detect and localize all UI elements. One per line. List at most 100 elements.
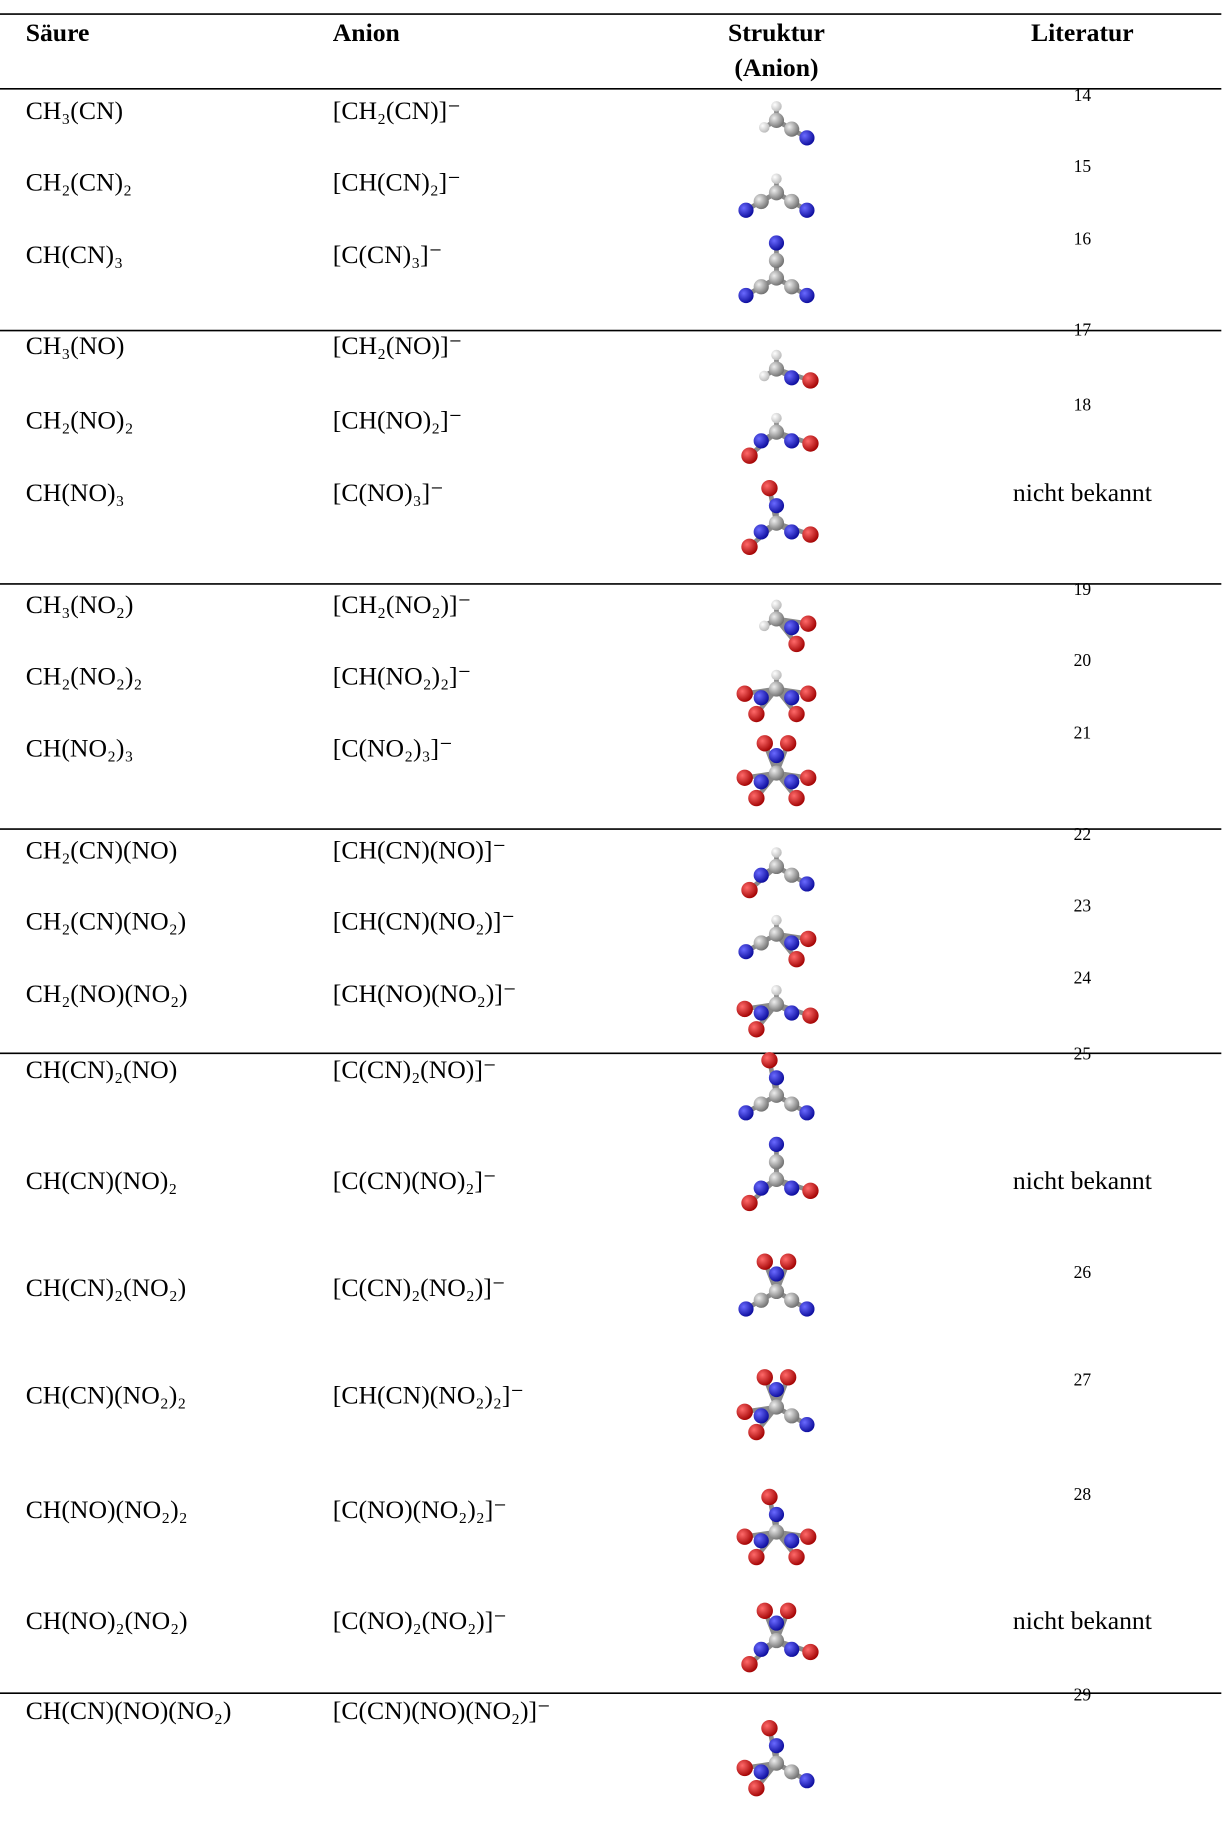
- atom: [769, 765, 784, 780]
- anion: [C(CN)₃]⁻: [333, 240, 442, 269]
- atom: [769, 498, 784, 513]
- atom: [769, 185, 784, 200]
- atom: [769, 270, 784, 285]
- anion: [C(CN)(NO)₂]⁻: [333, 1166, 497, 1195]
- atom: [769, 1633, 784, 1648]
- atom: [784, 868, 799, 883]
- atom: [780, 1254, 796, 1270]
- atom: [802, 1007, 818, 1023]
- molecule: [741, 480, 818, 555]
- acid: CH(CN)₃: [26, 240, 123, 269]
- atom: [769, 516, 784, 531]
- atom: [771, 600, 782, 611]
- atom: [769, 1738, 784, 1753]
- acid: CH₂(NO)₂: [26, 406, 134, 435]
- atom: [741, 448, 757, 464]
- atom: [754, 1181, 769, 1196]
- table: Säure Anion Struktur (Anion) Literatur C…: [0, 0, 1226, 1838]
- atom: [769, 927, 784, 942]
- atom: [769, 1507, 784, 1522]
- reference: 25: [1074, 1044, 1092, 1064]
- atom: [759, 122, 770, 133]
- molecule: [737, 670, 817, 722]
- atom: [737, 686, 753, 702]
- acid: CH(CN)(NO₂)₂: [26, 1381, 187, 1410]
- atom: [754, 1005, 769, 1020]
- atom: [799, 876, 814, 891]
- anion: [CH(NO)(NO₂)]⁻: [333, 979, 517, 1008]
- atom: [799, 203, 814, 218]
- atom: [737, 1760, 753, 1776]
- reference: 18: [1074, 394, 1092, 414]
- molecule: [759, 101, 815, 145]
- reference: 19: [1074, 579, 1092, 599]
- reference: nicht bekannt: [1013, 1166, 1152, 1195]
- atom: [754, 774, 769, 789]
- anion: [CH(NO)₂]⁻: [333, 406, 462, 435]
- anion: [C(CN)₂(NO₂)]⁻: [333, 1273, 506, 1302]
- atom: [754, 1293, 769, 1308]
- acid: CH(CN)(NO)(NO₂): [26, 1696, 232, 1725]
- acid: CH(NO₂)₃: [26, 734, 134, 763]
- anion: [C(CN)₂(NO)]⁻: [333, 1055, 497, 1084]
- molecule: [738, 915, 816, 967]
- anion: [C(NO)₃]⁻: [333, 478, 444, 507]
- atom: [748, 790, 764, 806]
- reference: 28: [1074, 1484, 1092, 1504]
- atom: [748, 1021, 764, 1037]
- reference: 27: [1074, 1369, 1092, 1389]
- acid: CH(NO)₃: [26, 478, 125, 507]
- atom: [784, 1096, 799, 1111]
- molecule: [738, 1254, 814, 1317]
- molecule: [741, 1603, 818, 1673]
- atom: [757, 1603, 773, 1619]
- anion: [CH₂(CN)]⁻: [333, 96, 461, 125]
- reference: 15: [1074, 156, 1092, 176]
- atom: [769, 1284, 784, 1299]
- atom: [771, 670, 782, 681]
- reference: nicht bekannt: [1013, 1606, 1152, 1635]
- acid: CH(CN)₂(NO): [26, 1055, 178, 1084]
- anion: [CH₂(NO)]⁻: [333, 331, 462, 360]
- header-struktur: Struktur: [728, 18, 825, 47]
- atom: [799, 1773, 814, 1788]
- acid: CH(NO)₂(NO₂): [26, 1606, 188, 1635]
- molecule: [741, 413, 818, 464]
- atom: [754, 1533, 769, 1548]
- atom: [769, 425, 784, 440]
- atom: [802, 1183, 818, 1199]
- molecule: [741, 847, 814, 898]
- anion: [C(CN)(NO)(NO₂)]⁻: [333, 1696, 551, 1725]
- atom: [769, 859, 784, 874]
- molecule: [741, 1137, 818, 1211]
- atom: [769, 997, 784, 1012]
- anion: [C(NO₂)₃]⁻: [333, 734, 453, 763]
- atom: [761, 1052, 777, 1068]
- acid: CH₂(NO₂)₂: [26, 661, 143, 690]
- molecule: [737, 1369, 815, 1440]
- atom: [769, 1399, 784, 1414]
- atom: [784, 690, 799, 705]
- acid: CH₂(CN)(NO₂): [26, 907, 187, 936]
- atom: [771, 173, 782, 184]
- atom: [784, 122, 799, 137]
- atom: [800, 931, 816, 947]
- atom: [799, 1417, 814, 1432]
- atom: [769, 1172, 784, 1187]
- atom: [769, 1615, 784, 1630]
- reference: 17: [1074, 320, 1092, 340]
- anion: [C(NO)₂(NO₂)]⁻: [333, 1606, 507, 1635]
- atom: [788, 636, 804, 652]
- atom: [771, 413, 782, 424]
- atom: [780, 1369, 796, 1385]
- atom: [741, 539, 757, 555]
- atom: [784, 1181, 799, 1196]
- atom: [757, 1254, 773, 1270]
- header-anion: Anion: [333, 18, 400, 47]
- atom: [771, 915, 782, 926]
- atom: [754, 868, 769, 883]
- atom: [800, 1529, 816, 1545]
- reference: 29: [1074, 1685, 1092, 1705]
- atom: [771, 985, 782, 996]
- atom: [784, 620, 799, 635]
